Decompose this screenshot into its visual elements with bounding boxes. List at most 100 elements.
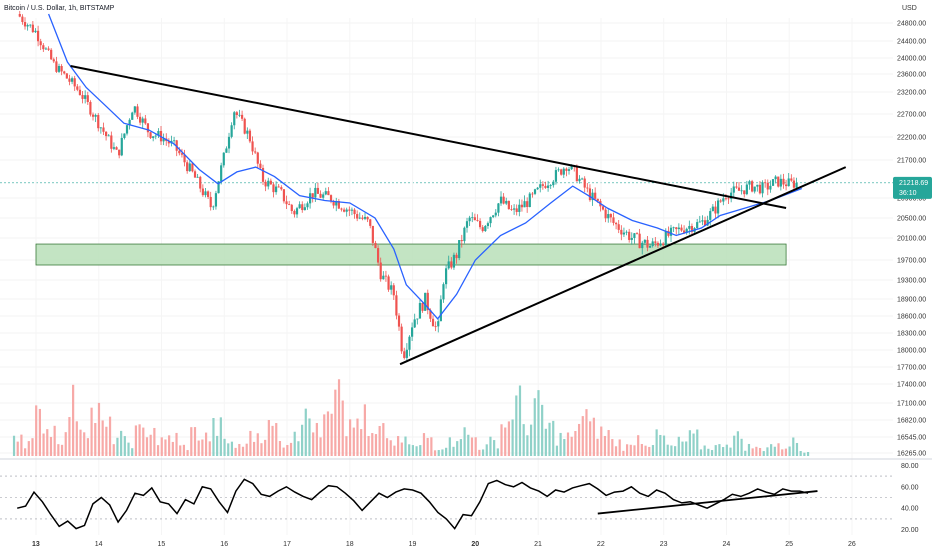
volume-bar bbox=[773, 446, 776, 456]
candle-body bbox=[753, 186, 756, 192]
candle-body bbox=[29, 24, 32, 26]
candle-body bbox=[505, 200, 508, 204]
candle-body bbox=[562, 168, 565, 175]
volume-bar bbox=[149, 434, 152, 456]
candle-body bbox=[622, 232, 626, 235]
candle-body bbox=[588, 188, 592, 201]
volume-bar bbox=[729, 447, 732, 456]
trendline-2[interactable] bbox=[399, 166, 847, 366]
candle-body bbox=[42, 45, 45, 50]
candle-body bbox=[659, 243, 662, 246]
volume-bar bbox=[507, 421, 511, 456]
volume-bar bbox=[389, 440, 392, 456]
candle-body bbox=[546, 185, 550, 188]
candle-body bbox=[484, 225, 487, 232]
volume-bar bbox=[27, 441, 30, 456]
volume-bar bbox=[278, 441, 282, 456]
time-axis-ticks: 13 14 15 16 17 18 19 20 21 22 23 24 25 26 bbox=[32, 541, 856, 548]
candle-body bbox=[73, 78, 76, 87]
volume-bar bbox=[419, 445, 422, 456]
volume-bar bbox=[696, 429, 699, 456]
volume-bar bbox=[397, 436, 400, 456]
volume-bar bbox=[681, 441, 684, 456]
volume-bar bbox=[186, 450, 189, 456]
volume-bar bbox=[108, 416, 112, 456]
volume-bar bbox=[238, 443, 241, 456]
candle-body bbox=[259, 163, 262, 168]
candle-body bbox=[719, 200, 722, 202]
candle-body bbox=[782, 178, 785, 185]
price-axis-ticks: 16265.00 16545.00 16820.00 17100.00 17400.00… bbox=[897, 21, 926, 458]
candle-body bbox=[128, 119, 131, 126]
trendline-1[interactable] bbox=[70, 65, 787, 209]
price-tick-label: 20100.00 bbox=[897, 236, 926, 243]
candle-body bbox=[392, 285, 395, 296]
volume-bar bbox=[651, 445, 655, 456]
volume-bar bbox=[622, 450, 625, 456]
candle-body bbox=[416, 318, 419, 320]
candle-body bbox=[209, 196, 212, 208]
price-tick-label: 17100.00 bbox=[897, 401, 926, 408]
price-tick-label: 23600.00 bbox=[897, 72, 926, 79]
volume-bar bbox=[31, 438, 34, 456]
candle-body bbox=[212, 206, 215, 208]
candle-body bbox=[586, 187, 589, 189]
candle-body bbox=[227, 136, 231, 149]
trendlines[interactable] bbox=[70, 65, 847, 366]
candle-body bbox=[154, 135, 157, 137]
support-zone[interactable] bbox=[35, 243, 787, 266]
day-tick-label: 14 bbox=[95, 541, 103, 548]
rsi-trendline[interactable] bbox=[597, 490, 818, 515]
candle-body bbox=[199, 176, 202, 189]
volume-bar bbox=[481, 449, 485, 456]
candle-body bbox=[118, 149, 121, 156]
day-tick-label: 24 bbox=[722, 541, 730, 548]
candle-body bbox=[125, 125, 129, 134]
candle-body bbox=[512, 208, 516, 210]
candle-body bbox=[518, 204, 521, 212]
candle-body bbox=[515, 208, 518, 212]
candle-body bbox=[110, 135, 113, 149]
volume-bar bbox=[94, 422, 97, 456]
candle-body bbox=[282, 189, 286, 202]
candle-body bbox=[256, 152, 259, 164]
day-tick-label: 25 bbox=[785, 541, 793, 548]
volume-bar bbox=[160, 437, 163, 456]
candle-body bbox=[489, 217, 492, 224]
volume-bar bbox=[511, 419, 514, 456]
day-tick-label: 18 bbox=[346, 541, 354, 548]
volume-bar bbox=[97, 402, 101, 456]
candle-body bbox=[290, 204, 293, 211]
volume-bar bbox=[404, 436, 407, 456]
volume-bar bbox=[193, 427, 197, 456]
candle-body bbox=[306, 203, 309, 208]
volume-bar bbox=[315, 422, 318, 456]
volume-bar bbox=[53, 425, 56, 456]
candle-body bbox=[703, 220, 707, 226]
candle-body bbox=[531, 193, 534, 195]
volume-bar bbox=[323, 414, 326, 456]
volume-bar bbox=[72, 384, 75, 456]
candle-body bbox=[264, 181, 267, 187]
candle-body bbox=[471, 217, 474, 219]
candle-body bbox=[544, 185, 547, 188]
volume-bar bbox=[415, 446, 418, 456]
candle-body bbox=[478, 220, 482, 228]
rsi-tick-label: 40.00 bbox=[901, 506, 919, 513]
volume-bar bbox=[577, 423, 581, 456]
candle-body bbox=[403, 351, 406, 358]
volume-bar bbox=[662, 435, 666, 456]
volume-bar bbox=[385, 438, 389, 456]
volume-bar bbox=[204, 432, 208, 456]
candle-body bbox=[536, 187, 539, 190]
candle-body bbox=[26, 25, 29, 27]
volume-bar bbox=[112, 444, 115, 456]
volume-bar bbox=[537, 390, 540, 456]
candle-body bbox=[604, 209, 607, 219]
volume-bar bbox=[286, 445, 289, 456]
candle-body bbox=[301, 204, 304, 211]
volume-bar bbox=[304, 408, 307, 456]
volume-bar bbox=[493, 440, 496, 456]
volume-bar bbox=[216, 435, 219, 456]
